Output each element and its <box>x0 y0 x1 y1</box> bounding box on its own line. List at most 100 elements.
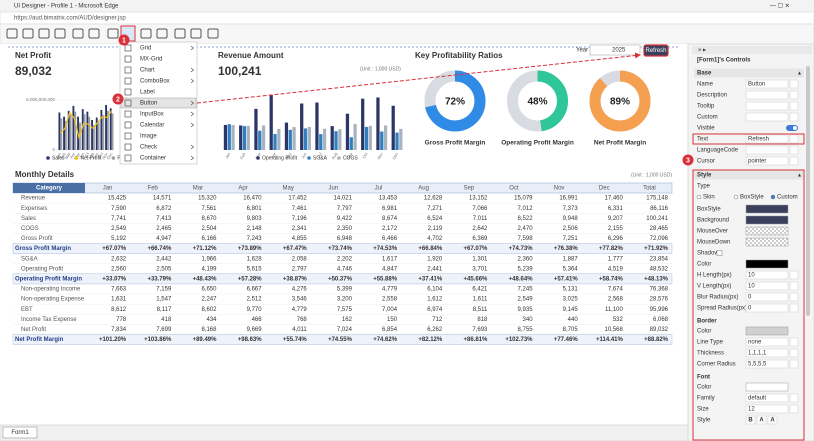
menu-item[interactable]: InputBox <box>140 112 164 118</box>
property-input[interactable] <box>746 91 788 99</box>
property-input[interactable] <box>746 304 788 312</box>
menu-item[interactable]: Check <box>140 145 158 151</box>
ellipsis-button[interactable] <box>790 135 798 143</box>
ellipsis-button[interactable] <box>790 146 798 154</box>
property-value[interactable]: default <box>748 396 766 402</box>
cell: 6,667 <box>247 287 263 293</box>
ellipsis-button[interactable] <box>790 394 798 402</box>
ellipsis-button[interactable] <box>790 271 798 279</box>
radio[interactable] <box>771 195 775 199</box>
ellipsis-button[interactable] <box>790 102 798 110</box>
cell: +89.49% <box>193 337 218 343</box>
cell: 8,168 <box>201 327 217 333</box>
cell: 13,453 <box>379 196 398 202</box>
bar <box>392 106 395 150</box>
property-label: Size <box>697 407 709 413</box>
radio[interactable] <box>734 195 738 199</box>
cell: +103.86% <box>144 337 172 343</box>
ellipsis-button[interactable] <box>790 349 798 357</box>
column-header: Jul <box>375 186 383 192</box>
cell: 2,504 <box>201 226 217 232</box>
ellipsis-button[interactable] <box>790 304 798 312</box>
menu-item[interactable]: Chart <box>140 68 155 74</box>
row-label: Expenses <box>21 206 47 212</box>
menu-item[interactable]: Container <box>140 156 166 162</box>
menu-item[interactable]: Grid <box>140 46 151 52</box>
property-value[interactable]: Button <box>748 82 765 88</box>
color-swatch[interactable] <box>746 216 788 224</box>
property-value[interactable]: 10 <box>748 284 755 290</box>
ellipsis-button[interactable] <box>790 80 798 88</box>
radio-label[interactable]: BoxStyle <box>740 195 764 201</box>
color-swatch[interactable] <box>746 260 788 268</box>
color-swatch[interactable] <box>746 238 788 246</box>
style-label[interactable]: B <box>748 418 753 424</box>
menu-item[interactable]: Image <box>140 134 157 140</box>
style-label[interactable]: A <box>770 418 775 424</box>
color-swatch[interactable] <box>746 383 788 391</box>
bar <box>273 134 276 150</box>
tab-label[interactable]: Form1 <box>11 430 29 436</box>
property-value[interactable]: 1,1,1,1 <box>748 351 767 357</box>
color-swatch[interactable] <box>746 205 788 213</box>
donut-title: Operating Profit Margin <box>501 140 574 147</box>
ellipsis-button[interactable] <box>790 282 798 290</box>
color-swatch[interactable] <box>746 327 788 335</box>
ellipsis-button[interactable] <box>790 293 798 301</box>
toggle-knob <box>793 126 797 130</box>
cell: 7,251 <box>563 236 579 242</box>
ellipsis-button[interactable] <box>790 91 798 99</box>
bar <box>228 124 231 150</box>
property-input[interactable] <box>746 146 788 154</box>
checkbox[interactable] <box>717 251 722 256</box>
cell: 1,612 <box>427 297 443 303</box>
menu-item[interactable]: Calendar <box>140 123 164 129</box>
property-value[interactable]: pointer <box>748 159 766 165</box>
property-value[interactable]: 10 <box>748 273 755 279</box>
cell: +67.47% <box>283 246 308 252</box>
cell: 7,741 <box>111 216 127 222</box>
window-controls[interactable]: — ☐ ✕ <box>770 3 790 10</box>
property-value[interactable]: 12 <box>748 407 755 413</box>
menu-item-selected[interactable] <box>121 98 196 108</box>
color-swatch[interactable] <box>746 227 788 235</box>
cell: 8,511 <box>473 307 488 313</box>
menu-item[interactable]: Button <box>140 101 157 107</box>
ellipsis-button[interactable] <box>790 405 798 413</box>
menu-item[interactable]: Label <box>140 90 155 96</box>
menu-item[interactable]: ComboBox <box>140 79 170 85</box>
menu-item[interactable]: MX-Grid <box>140 57 162 63</box>
cell: 7,004 <box>382 307 398 313</box>
ellipsis-button[interactable] <box>790 113 798 121</box>
legend-label: Sales <box>52 155 65 161</box>
bar <box>58 113 60 151</box>
property-input[interactable] <box>746 113 788 121</box>
year-label: Year <box>576 48 588 54</box>
cell: 1,631 <box>111 297 127 303</box>
column-header: Dec <box>599 186 610 192</box>
refresh-label[interactable]: Refresh <box>645 48 666 54</box>
cell: 4,847 <box>382 266 398 272</box>
ellipsis-button[interactable] <box>790 360 798 368</box>
style-label[interactable]: A <box>759 418 764 424</box>
url[interactable]: https://aud.bimatrix.com/AUD/designer.js… <box>14 16 126 22</box>
property-value[interactable]: none <box>748 340 762 346</box>
property-label: Blur Radius(px) <box>697 295 738 301</box>
property-input[interactable] <box>746 102 788 110</box>
radio[interactable] <box>697 195 701 199</box>
year-value[interactable]: 2025 <box>612 48 626 54</box>
cell: 7,693 <box>472 327 488 333</box>
callout-number: 1 <box>122 37 126 44</box>
property-value[interactable]: Refresh <box>748 137 769 143</box>
radio-label[interactable]: Custom <box>777 195 798 201</box>
property-value[interactable]: 5,5,5,5 <box>748 362 767 368</box>
ellipsis-button[interactable] <box>790 338 798 346</box>
kpi-value: 89,032 <box>15 64 52 78</box>
ellipsis-button[interactable] <box>790 157 798 165</box>
property-label: MouseOver <box>697 229 728 235</box>
column-header: Apr <box>238 186 247 192</box>
cell: 2,470 <box>518 226 534 232</box>
radio-label[interactable]: Skin <box>703 195 715 201</box>
property-input[interactable] <box>746 293 788 301</box>
bar <box>277 129 280 150</box>
